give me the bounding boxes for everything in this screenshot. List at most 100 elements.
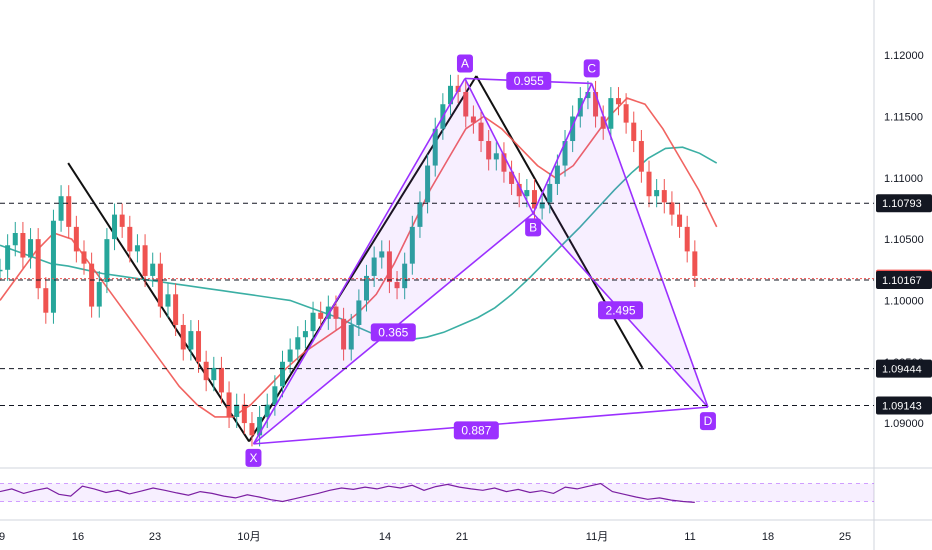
candle-body: [325, 306, 331, 319]
candle-body: [173, 294, 179, 325]
candle-body: [417, 202, 423, 227]
candle-body: [348, 324, 354, 350]
price-tag-label: 1.09444: [882, 364, 922, 376]
candle-body: [287, 349, 293, 362]
candle-body: [5, 245, 11, 270]
pattern-point-marker: [699, 412, 716, 431]
candle-body: [409, 226, 415, 264]
y-tick-label: 1.11000: [884, 173, 923, 185]
ratio-badge: [598, 301, 644, 320]
candle-body: [638, 141, 644, 172]
trend-line[interactable]: [248, 75, 478, 443]
y-tick-label: 1.10500: [884, 234, 924, 246]
candle-body: [333, 306, 339, 319]
x-tick-label: 10月: [237, 531, 260, 543]
candle-body: [241, 404, 247, 424]
candle-body: [562, 141, 568, 166]
candle-body: [501, 153, 507, 172]
candle-body: [493, 153, 499, 160]
candle-body: [463, 91, 469, 117]
candle-body: [280, 361, 286, 387]
y-tick-label: 1.09000: [884, 418, 924, 430]
y-tick-label: 1.12000: [884, 50, 924, 62]
candle-body: [371, 257, 377, 276]
candle-body: [608, 98, 614, 129]
x-tick-label: 23: [149, 531, 161, 543]
candle-body: [119, 214, 125, 227]
candle-body: [310, 312, 316, 332]
pattern-point-label: X: [249, 451, 257, 465]
pattern-point-label: C: [587, 61, 596, 75]
ratio-label: 0.365: [378, 325, 408, 339]
candle-body: [43, 288, 49, 313]
candle-body: [318, 312, 324, 319]
candle-body: [249, 423, 255, 436]
pattern-leg-cd[interactable]: [590, 83, 709, 408]
candle-body: [127, 226, 133, 252]
moving-average-line: [0, 146, 718, 341]
candle-body: [447, 85, 453, 105]
candle-body: [58, 196, 64, 221]
candle-body: [646, 171, 652, 197]
candle-body: [234, 404, 240, 417]
x-tick-label: 18: [762, 531, 774, 543]
candle-body: [165, 294, 171, 307]
candle-body: [142, 245, 148, 276]
candle-body: [379, 251, 385, 258]
candle-body: [524, 190, 530, 197]
candle-body: [211, 367, 217, 381]
candle-body: [264, 404, 270, 417]
x-tick-label: 25: [839, 531, 851, 543]
candle-body: [585, 91, 591, 99]
candle-body: [677, 214, 683, 227]
candle-body: [341, 318, 347, 350]
price-tag: [876, 359, 932, 378]
x-tick-label: 9: [0, 531, 5, 543]
price-tag: [876, 396, 932, 415]
candlestick-series: [0, 74, 698, 447]
candle-body: [50, 220, 56, 313]
candle-body: [364, 275, 370, 301]
candle-body: [28, 239, 34, 258]
candle-body: [218, 367, 224, 393]
candle-body: [12, 233, 18, 246]
candle-body: [386, 251, 392, 283]
pattern-leg-bc[interactable]: [532, 83, 593, 214]
price-tag-label: 1.10793: [882, 198, 922, 210]
pattern-point-label: A: [461, 56, 469, 70]
ratio-badge: [506, 71, 552, 90]
candle-body: [593, 91, 599, 117]
candle-body: [539, 202, 545, 209]
candle-body: [684, 226, 690, 252]
xabcd-pattern[interactable]: X A B C D 0.955 0.365 2.495 0.887: [245, 54, 716, 467]
candle-body: [531, 190, 537, 209]
candle-body: [104, 239, 110, 283]
pattern-point-marker: [245, 448, 262, 467]
pattern-leg-xa[interactable]: [252, 78, 466, 445]
x-tick-label: 14: [379, 531, 391, 543]
price-tag-label: 1.10167: [882, 275, 922, 287]
candle-body: [425, 165, 431, 203]
candle-body: [295, 337, 301, 350]
price-axis[interactable]: 1.09000 1.09500 1.10000 1.10500 1.11000 1.115…: [884, 50, 924, 430]
trend-lines[interactable]: [67, 75, 644, 443]
candle-body: [203, 361, 209, 381]
candle-body: [654, 190, 660, 197]
candle-body: [402, 263, 408, 289]
pattern-leg-ab[interactable]: [464, 78, 534, 214]
candle-body: [554, 165, 560, 184]
candle-body: [134, 245, 140, 252]
candle-body: [631, 122, 637, 142]
time-axis[interactable]: 9 16 23 10月 14 21 11月 11 18 25: [0, 531, 851, 543]
candle-body: [623, 104, 629, 123]
pattern-point-label: B: [529, 220, 537, 234]
ratio-badge: [370, 323, 416, 342]
candle-body: [226, 392, 232, 417]
candle-body: [516, 183, 522, 197]
y-tick-label: 1.10000: [884, 295, 924, 307]
candle-body: [257, 416, 263, 436]
candle-body: [73, 226, 79, 252]
